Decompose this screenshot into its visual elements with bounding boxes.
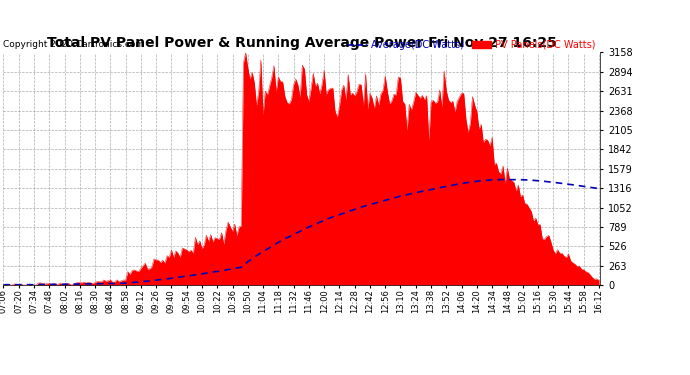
Text: Copyright 2020 Cartronics.com: Copyright 2020 Cartronics.com [3,40,145,49]
Legend: Average(DC Watts), PV Panels(DC Watts): Average(DC Watts), PV Panels(DC Watts) [348,40,595,50]
Title: Total PV Panel Power & Running Average Power Fri Nov 27 16:25: Total PV Panel Power & Running Average P… [47,36,557,50]
